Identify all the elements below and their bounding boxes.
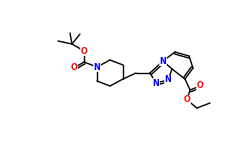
Text: N: N	[164, 75, 172, 84]
Text: N: N	[160, 57, 166, 66]
Text: N: N	[152, 78, 160, 87]
Text: N: N	[94, 63, 100, 72]
Text: O: O	[196, 81, 203, 90]
Text: O: O	[71, 63, 78, 72]
Text: O: O	[184, 96, 190, 105]
Text: O: O	[80, 46, 87, 56]
